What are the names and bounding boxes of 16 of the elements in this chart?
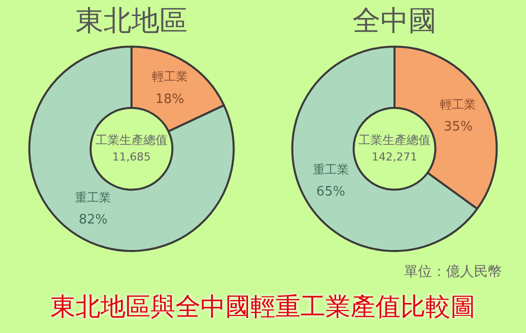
slice-label: 輕工業: [440, 97, 476, 112]
text: 工業生產總值: [358, 132, 430, 147]
data-label: 35%: [444, 120, 473, 135]
text: 單位：億人民幣: [404, 263, 502, 281]
text: 11,685: [112, 150, 151, 164]
data-label: 82%: [78, 212, 108, 228]
slice-label: 重工業: [312, 162, 349, 176]
data-label: 18%: [155, 92, 184, 107]
text: 142,271: [372, 150, 418, 164]
text: 工業生產總值: [96, 132, 168, 147]
data-label: 65%: [316, 184, 346, 200]
text: 東北地區與全中國輕重工業產值比較圖: [50, 291, 476, 323]
chart-title: 全中國: [352, 4, 436, 38]
slice-label: 輕工業: [152, 70, 188, 84]
chart-title: 東北地區: [76, 4, 188, 38]
slice-label: 重工業: [75, 190, 112, 204]
